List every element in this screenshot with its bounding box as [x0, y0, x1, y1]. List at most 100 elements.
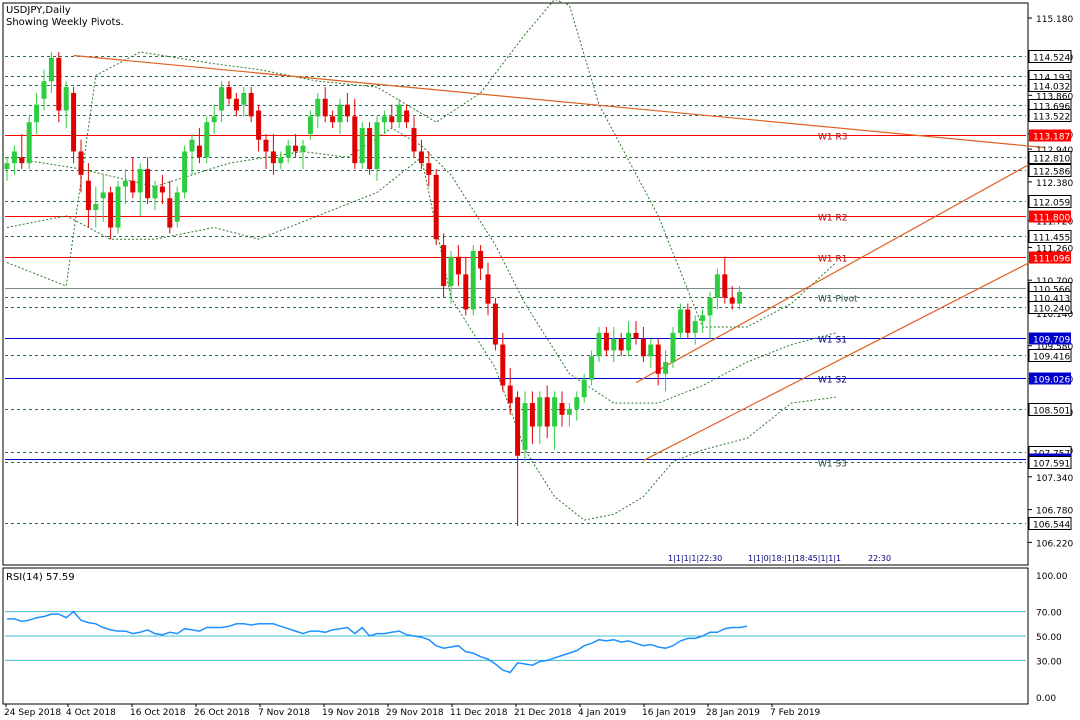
level-badge-label: 114.032 — [1033, 83, 1070, 93]
candle — [145, 157, 151, 205]
level-badge — [1028, 349, 1072, 362]
level-badge — [1028, 79, 1072, 92]
price-tick-label: 115.180 — [1036, 15, 1073, 25]
candle — [566, 403, 572, 427]
candle — [515, 391, 521, 526]
candle-body — [263, 139, 269, 152]
candle — [537, 391, 543, 445]
time-axis: 24 Sep 2018 4 Oct 2018 16 Oct 2018 26 Oct 2… — [4, 554, 891, 718]
candle-body — [537, 397, 543, 427]
time-tick-label: 16 Oct 2018 — [130, 708, 186, 718]
candle — [663, 350, 669, 392]
level-badge — [1029, 372, 1071, 385]
rsi-title: RSI(14) 57.59 — [6, 572, 75, 583]
candle — [130, 157, 136, 199]
candle — [544, 385, 550, 439]
candle — [640, 327, 646, 363]
candle-body — [189, 139, 195, 152]
candle — [700, 309, 706, 333]
candle-body — [633, 332, 639, 339]
candle — [685, 303, 691, 339]
level-badge — [1029, 332, 1071, 345]
candle — [670, 327, 676, 368]
level-name-label: W1 S3 — [818, 460, 847, 470]
candle-body — [226, 87, 232, 99]
rsi-tick-label: 70.00 — [1036, 609, 1062, 619]
candle-body — [611, 338, 617, 351]
candle — [448, 250, 454, 304]
candle-body — [19, 157, 25, 164]
candle-body — [285, 145, 291, 158]
candle — [270, 133, 276, 175]
candle-body — [152, 186, 158, 199]
level-badge — [1028, 301, 1072, 314]
candle — [559, 391, 565, 427]
price-tick-label: 111.260 — [1036, 244, 1073, 254]
level-badge — [1028, 50, 1072, 63]
candle-body — [544, 397, 550, 427]
candle-body — [552, 397, 558, 427]
candle-body — [211, 116, 217, 123]
level-badge — [1028, 517, 1072, 530]
candle — [4, 157, 10, 181]
candle-body — [115, 186, 121, 228]
candle — [714, 268, 720, 310]
candle — [626, 321, 632, 357]
candle — [529, 391, 535, 445]
candle — [48, 51, 54, 93]
candle — [352, 98, 358, 170]
candle — [100, 174, 106, 222]
candle — [19, 133, 25, 170]
candle — [589, 350, 595, 386]
candle — [441, 233, 447, 298]
candle-body — [714, 274, 720, 298]
candle — [300, 139, 306, 170]
level-badge — [1028, 403, 1072, 416]
candle — [603, 327, 609, 357]
session-time-label: 1|1|1|1|22:30 — [668, 554, 722, 563]
candle-body — [478, 250, 484, 269]
candle — [285, 139, 291, 164]
candle-body — [485, 274, 491, 304]
candles — [4, 51, 743, 526]
candle — [233, 92, 239, 117]
time-tick-label: 19 Nov 2018 — [322, 708, 380, 718]
candle-body — [381, 116, 387, 123]
candle — [389, 104, 395, 129]
candle-body — [426, 163, 432, 175]
candle — [263, 133, 269, 170]
rsi-tick-label: 50.00 — [1036, 633, 1062, 643]
candle — [596, 327, 602, 363]
candle — [211, 104, 217, 134]
level-badge — [1029, 251, 1071, 264]
candle-body — [559, 403, 565, 415]
candle-body — [404, 110, 410, 123]
level-badge-label: 110.240 — [1033, 305, 1070, 315]
level-badge-label: 111.800 — [1033, 214, 1070, 224]
level-badge-label: 110.566 — [1033, 286, 1070, 296]
time-tick-label: 7 Nov 2018 — [258, 708, 310, 718]
candle — [404, 104, 410, 129]
price-tick-label: 111.720 — [1036, 218, 1073, 228]
candle — [63, 81, 69, 129]
candle — [455, 245, 461, 287]
candle — [729, 286, 735, 310]
candle — [85, 163, 91, 228]
chart-subtitle: Showing Weekly Pivots. — [6, 17, 124, 28]
candle-body — [11, 151, 17, 164]
trendline — [635, 156, 1044, 384]
candle-body — [470, 250, 476, 310]
candle — [478, 245, 484, 281]
candle-body — [174, 192, 180, 222]
candle-body — [167, 198, 173, 228]
candle-body — [670, 332, 676, 363]
candle — [256, 104, 262, 152]
candle-body — [307, 116, 313, 134]
candle — [485, 262, 491, 316]
candle — [633, 321, 639, 345]
price-tick-label: 113.860 — [1036, 92, 1073, 102]
candle — [677, 303, 683, 339]
level-badge — [1029, 129, 1071, 142]
